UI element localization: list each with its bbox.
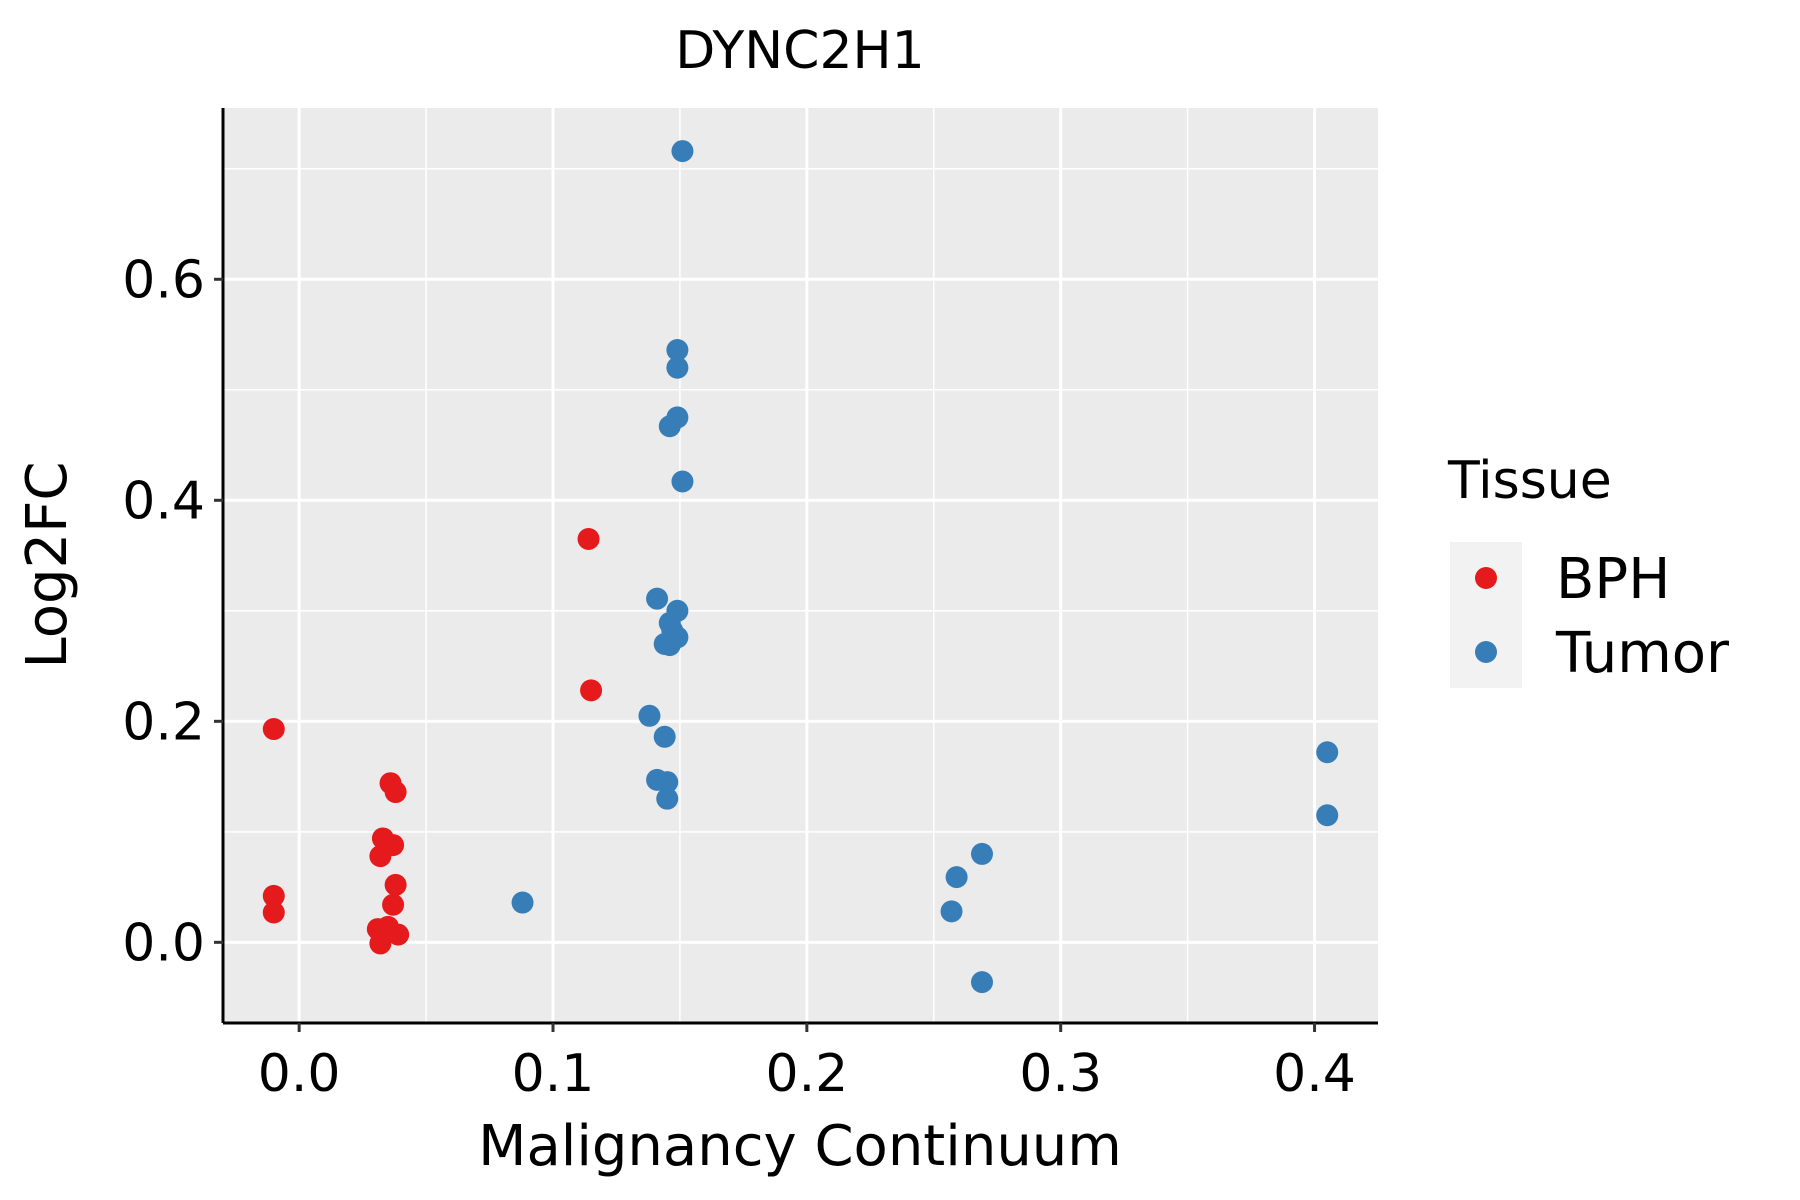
data-point-tumor [653, 725, 676, 748]
data-point-tumor [971, 971, 993, 994]
data-point-bph [369, 932, 392, 955]
data-point-tumor [1316, 741, 1339, 764]
data-point-bph [580, 679, 603, 702]
data-points [262, 140, 1339, 994]
data-point-bph [262, 718, 285, 741]
data-point-bph [382, 893, 405, 916]
data-point-tumor [658, 415, 681, 438]
y-tick-label: 0.2 [122, 692, 205, 752]
legend-label-bph: BPH [1556, 547, 1670, 612]
y-tick-label: 0.4 [122, 471, 205, 531]
plot-panel [223, 108, 1378, 1023]
major-gridlines [223, 108, 1378, 1023]
x-tick-label: 0.2 [765, 1044, 848, 1104]
legend-title: Tissue [1447, 451, 1612, 511]
data-point-tumor [940, 900, 963, 923]
legend-key-background [1450, 542, 1522, 688]
y-axis-ticks: 0.0 0.2 0.4 0.6 [122, 250, 223, 973]
data-point-tumor [646, 587, 669, 610]
legend: Tissue BPH Tumor [1447, 451, 1730, 688]
chart-title: DYNC2H1 [675, 21, 924, 81]
y-tick-label: 0.6 [122, 250, 205, 310]
data-point-tumor [666, 356, 689, 379]
x-axis-title: Malignancy Continuum [478, 1114, 1122, 1179]
x-tick-label: 0.1 [512, 1044, 595, 1104]
data-point-bph [384, 781, 407, 804]
data-point-bph [387, 923, 410, 946]
y-axis-title: Log2FC [15, 462, 80, 669]
data-point-bph [262, 901, 285, 924]
minor-gridlines [223, 108, 1378, 1023]
x-tick-label: 0.0 [258, 1044, 341, 1104]
x-axis-ticks: 0.0 0.1 0.2 0.3 0.4 [258, 1023, 1356, 1104]
data-point-tumor [945, 866, 968, 889]
data-point-tumor [511, 891, 534, 914]
x-tick-label: 0.3 [1019, 1044, 1102, 1104]
legend-key-tumor [1475, 641, 1497, 663]
data-point-bph [577, 527, 600, 550]
y-tick-label: 0.0 [122, 913, 205, 973]
data-point-tumor [671, 140, 694, 163]
data-point-bph [262, 884, 285, 907]
data-point-tumor [666, 339, 689, 362]
data-point-bph [384, 873, 407, 896]
data-point-tumor [656, 787, 679, 810]
data-point-tumor [656, 771, 679, 794]
data-point-tumor [971, 842, 993, 865]
data-point-bph [369, 845, 392, 868]
x-tick-label: 0.4 [1273, 1044, 1356, 1104]
data-point-tumor [671, 470, 694, 493]
data-point-tumor [658, 634, 681, 657]
data-point-tumor [638, 704, 661, 727]
data-point-tumor [1316, 804, 1339, 827]
legend-key-bph [1475, 567, 1497, 589]
legend-label-tumor: Tumor [1555, 621, 1730, 686]
